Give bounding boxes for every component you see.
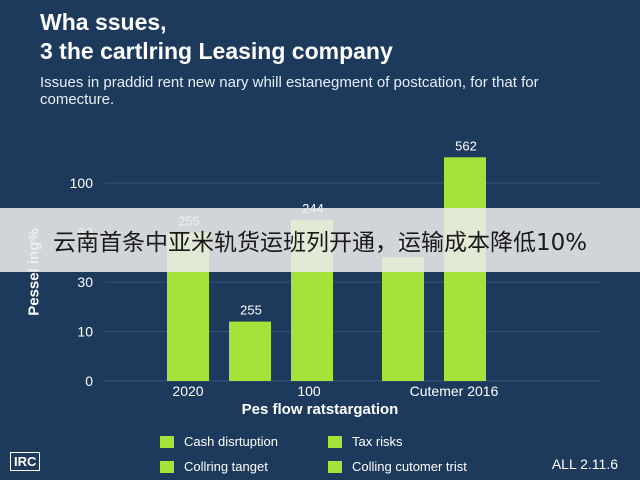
x-tick-label: 100: [297, 383, 321, 399]
bar: [382, 257, 424, 381]
chart-subtitle: Issues in praddid rent new nary whill es…: [40, 74, 539, 108]
bar: [229, 321, 271, 381]
legend-item-collring-tanget: Collring tanget: [160, 459, 268, 474]
banner-text: 云南首条中亚米轨货运班列开通，运输成本降低10%: [52, 230, 588, 256]
legend-label: Colling cutomer trist: [352, 459, 467, 474]
brand-logo: IRC: [10, 452, 41, 471]
legend-swatch: [328, 460, 342, 473]
legend-swatch: [328, 435, 342, 448]
x-axis-label: Pes flow ratstargation: [241, 401, 399, 418]
legend-item-tax-risks: Tax risks: [328, 434, 403, 449]
legend-label: Collring tanget: [184, 459, 268, 474]
title-line-1: Wha ssues,: [40, 9, 167, 35]
legend-label: Cash disrtuption: [184, 434, 278, 449]
legend-item-colling-cutomer-trist: Colling cutomer trist: [328, 459, 467, 474]
y-tick-label: 30: [77, 274, 93, 290]
legend-swatch: [160, 460, 174, 473]
footer-note: ALL 2.11.6: [551, 456, 618, 472]
x-tick-label: Cutemer 2016: [410, 383, 499, 399]
legend-item-cash-disruption: Cash disrtuption: [160, 434, 278, 449]
x-tick-label: 2020: [172, 383, 203, 399]
x-tick-labels: 2020 100 Cutemer 2016: [172, 383, 498, 399]
chart-title: Wha ssues, 3 the cartlring Leasing compa…: [40, 8, 600, 66]
bar-value-label: 255: [240, 303, 262, 318]
legend-label: Tax risks: [352, 434, 403, 449]
news-banner: 云南首条中亚米轨货运班列开通，运输成本降低10%: [0, 208, 640, 272]
bar-value-label: 562: [455, 138, 477, 153]
y-tick-label: 100: [70, 175, 94, 191]
y-tick-label: 0: [85, 373, 93, 389]
y-tick-label: 10: [77, 324, 93, 340]
title-line-2: 3 the cartlring Leasing company: [40, 38, 393, 64]
legend-swatch: [160, 435, 174, 448]
